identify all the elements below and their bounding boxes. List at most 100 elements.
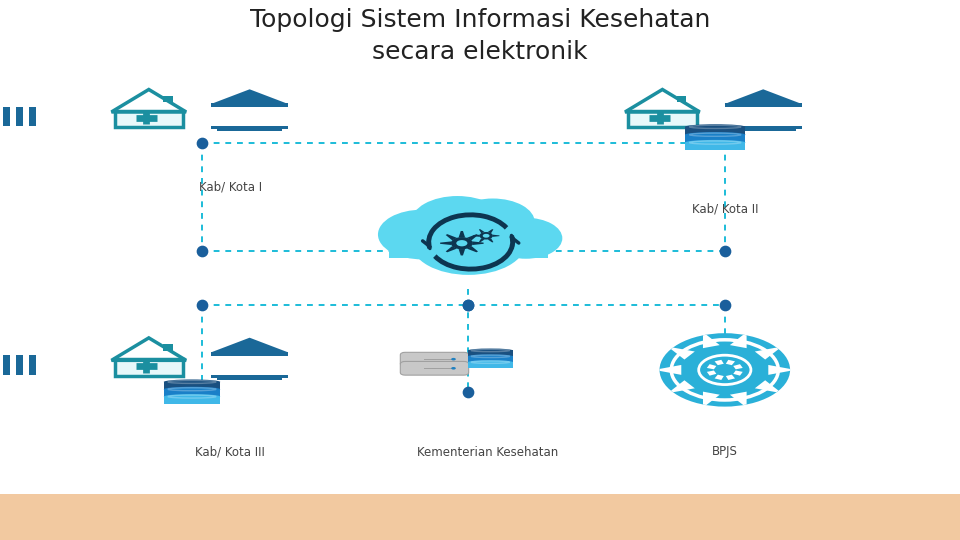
Point (461, 387, 476, 396)
Polygon shape (488, 238, 493, 242)
FancyBboxPatch shape (217, 377, 282, 380)
Circle shape (451, 367, 456, 369)
Text: Kementerian Kesehatan: Kementerian Kesehatan (417, 446, 559, 458)
FancyBboxPatch shape (211, 375, 288, 378)
FancyBboxPatch shape (468, 350, 513, 356)
Polygon shape (707, 370, 716, 376)
FancyBboxPatch shape (30, 107, 36, 126)
Polygon shape (459, 231, 465, 238)
Point (194, 301, 209, 309)
FancyBboxPatch shape (725, 126, 802, 130)
Point (461, 301, 476, 309)
FancyBboxPatch shape (685, 143, 745, 151)
Polygon shape (445, 246, 457, 252)
Circle shape (479, 232, 492, 240)
Polygon shape (703, 335, 720, 348)
Circle shape (451, 237, 472, 249)
Ellipse shape (468, 360, 513, 364)
FancyBboxPatch shape (677, 96, 686, 102)
Polygon shape (479, 238, 485, 242)
Circle shape (700, 356, 750, 384)
Polygon shape (479, 229, 485, 233)
FancyBboxPatch shape (115, 361, 182, 375)
Point (717, 301, 732, 309)
FancyBboxPatch shape (731, 129, 796, 131)
FancyBboxPatch shape (163, 96, 173, 102)
Polygon shape (671, 348, 695, 360)
FancyBboxPatch shape (468, 362, 513, 368)
FancyBboxPatch shape (400, 361, 468, 375)
FancyBboxPatch shape (400, 352, 468, 366)
Polygon shape (660, 365, 682, 375)
Circle shape (718, 366, 732, 374)
Polygon shape (703, 392, 720, 405)
FancyBboxPatch shape (16, 107, 23, 126)
Polygon shape (488, 229, 493, 233)
Text: BPJS: BPJS (712, 446, 737, 458)
Polygon shape (733, 364, 743, 369)
FancyBboxPatch shape (16, 355, 23, 375)
Polygon shape (467, 234, 478, 240)
Polygon shape (755, 380, 779, 392)
Point (717, 139, 732, 147)
Polygon shape (726, 360, 735, 365)
FancyBboxPatch shape (3, 355, 10, 375)
FancyBboxPatch shape (389, 240, 548, 258)
Circle shape (660, 333, 790, 407)
Polygon shape (671, 380, 695, 392)
Text: Kab/ Kota II: Kab/ Kota II (691, 202, 758, 215)
FancyBboxPatch shape (629, 112, 696, 127)
FancyBboxPatch shape (3, 107, 10, 126)
Point (194, 139, 209, 147)
Polygon shape (473, 235, 480, 237)
Point (717, 247, 732, 255)
Ellipse shape (164, 394, 220, 399)
FancyBboxPatch shape (211, 126, 288, 130)
FancyBboxPatch shape (30, 107, 36, 126)
Text: Kab/ Kota III: Kab/ Kota III (196, 446, 265, 458)
Point (461, 301, 476, 309)
Text: Topologi Sistem Informasi Kesehatan
secara elektronik: Topologi Sistem Informasi Kesehatan seca… (250, 8, 710, 64)
Polygon shape (445, 234, 457, 240)
Polygon shape (733, 370, 743, 376)
FancyBboxPatch shape (468, 356, 513, 362)
FancyBboxPatch shape (164, 389, 220, 396)
Ellipse shape (468, 354, 513, 359)
Ellipse shape (685, 124, 746, 130)
FancyBboxPatch shape (685, 134, 745, 143)
Point (717, 387, 732, 396)
Polygon shape (459, 249, 465, 255)
FancyBboxPatch shape (164, 396, 220, 404)
Polygon shape (714, 375, 724, 380)
Polygon shape (707, 364, 716, 369)
Polygon shape (472, 241, 484, 245)
Circle shape (483, 234, 490, 238)
FancyBboxPatch shape (115, 112, 182, 127)
Circle shape (451, 358, 456, 361)
Polygon shape (440, 241, 451, 245)
Polygon shape (714, 360, 724, 365)
Polygon shape (726, 375, 735, 380)
Ellipse shape (685, 140, 746, 145)
FancyBboxPatch shape (217, 129, 282, 131)
Ellipse shape (685, 132, 746, 137)
Point (194, 247, 209, 255)
Polygon shape (768, 365, 790, 375)
FancyBboxPatch shape (16, 107, 23, 126)
Polygon shape (725, 89, 802, 104)
Polygon shape (755, 348, 779, 360)
FancyBboxPatch shape (685, 127, 745, 134)
Polygon shape (211, 89, 288, 104)
Polygon shape (467, 246, 478, 252)
FancyBboxPatch shape (3, 107, 10, 126)
Circle shape (411, 196, 504, 248)
FancyBboxPatch shape (0, 494, 960, 540)
FancyBboxPatch shape (164, 382, 220, 389)
Ellipse shape (468, 348, 513, 353)
FancyBboxPatch shape (211, 352, 288, 356)
Point (194, 387, 209, 396)
Circle shape (411, 210, 526, 275)
Circle shape (451, 199, 535, 246)
Circle shape (456, 240, 468, 246)
Ellipse shape (164, 380, 220, 384)
